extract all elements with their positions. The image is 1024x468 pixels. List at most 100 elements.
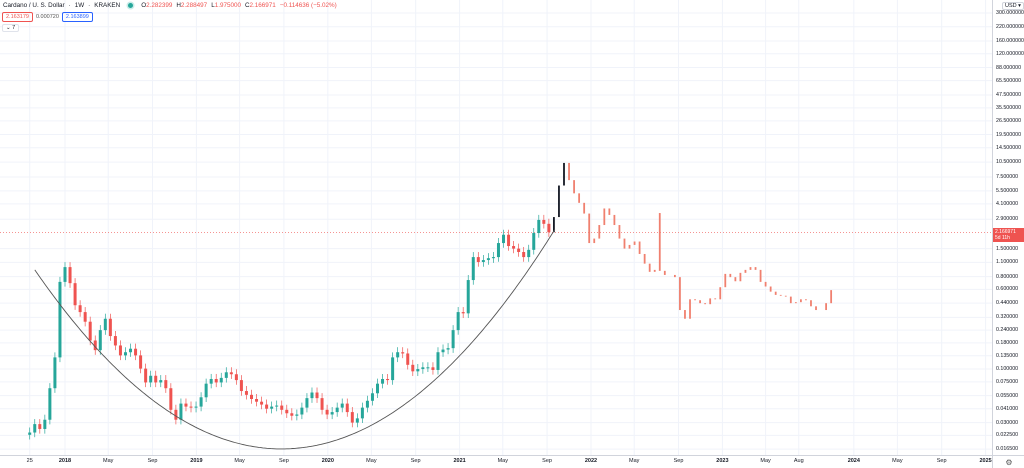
candle-body (103, 318, 107, 331)
candle-body (360, 407, 364, 419)
price-tick-label: 1.500000 (996, 245, 1019, 252)
price-axis[interactable]: 300.000000 220.000000 160.000000 120.000000… (992, 0, 1024, 455)
candle-body (164, 380, 168, 389)
candle-body (381, 378, 385, 384)
candle-body (456, 312, 460, 331)
candle-body (184, 403, 188, 407)
sell-button[interactable]: 2.163179 (2, 12, 33, 22)
candle-body (376, 383, 380, 394)
candle-body (199, 397, 203, 407)
candle-body (108, 318, 112, 337)
candle-body (83, 312, 87, 322)
price-tick-label: 4.100000 (996, 200, 1019, 207)
candle-body (234, 374, 238, 381)
candle-body (144, 368, 148, 383)
candle-body (129, 348, 133, 353)
candle-body (300, 407, 304, 415)
candle-body (542, 219, 546, 224)
candle-body (28, 432, 32, 435)
price-tick-label: 35.500000 (996, 104, 1022, 111)
candle-body (239, 380, 243, 392)
candle-body (466, 280, 470, 314)
candle-body (451, 330, 455, 349)
price-change: −0.114636 (−5.02%) (279, 2, 337, 9)
candle-body (350, 412, 354, 423)
candle-body (471, 257, 475, 281)
candle-body (502, 234, 506, 244)
chart-plot-area[interactable] (0, 0, 992, 455)
gear-icon: ⚙ (1005, 457, 1013, 467)
time-tick-label: 2022 (584, 458, 598, 464)
time-tick-label: May (892, 458, 903, 464)
separator: · (68, 2, 71, 9)
time-tick-label: 2025 (979, 458, 992, 464)
candle-body (113, 336, 117, 346)
bid-ask-quotes: 2.163179 0.000720 2.163899 (2, 12, 93, 22)
candle-body (229, 372, 233, 375)
candle-body (507, 234, 511, 247)
candle-body (194, 406, 198, 408)
price-tick-label: 0.320000 (996, 314, 1019, 321)
price-tick-label: 0.016500 (996, 446, 1019, 453)
arc-drawing (34, 229, 556, 450)
time-tick-label: Sep (936, 458, 947, 464)
time-tick-label: 2019 (190, 458, 203, 464)
price-tick-label: 47.500000 (996, 91, 1022, 98)
price-chart[interactable] (0, 0, 992, 455)
candle-body (73, 283, 77, 306)
candle-body (43, 419, 47, 429)
time-tick-label: May (629, 458, 640, 464)
ohlc-close: C2.166971 (244, 2, 276, 9)
last-price-value: 2.166971 (995, 229, 1016, 236)
candle-body (496, 243, 500, 258)
time-tick-label: Aug (793, 458, 804, 464)
time-tick-label: May (366, 458, 377, 464)
candle-body (315, 392, 319, 399)
price-tick-label: 26.500000 (996, 117, 1022, 124)
chart-settings-button[interactable]: ⚙ (992, 455, 1024, 468)
candle-body (224, 372, 228, 378)
candle-body (118, 345, 122, 356)
price-tick-label: 88.000000 (996, 64, 1022, 71)
price-tick-label: 19.500000 (996, 131, 1022, 138)
candle-body (88, 321, 92, 341)
candle-body (391, 357, 395, 381)
candle-body (527, 249, 531, 258)
price-tick-label: 300.000000 (996, 10, 1024, 16)
candle-body (532, 233, 536, 250)
time-tick-label: May (234, 458, 245, 464)
time-tick-label: Sep (410, 458, 421, 464)
candle-body (411, 364, 415, 372)
time-tick-label: Sep (673, 458, 684, 464)
candle-body (481, 260, 485, 263)
candle-body (325, 409, 329, 415)
time-axis[interactable]: 25 2018 May Sep 2019 May Sep 2020 May Sep 2021 May S… (0, 455, 992, 468)
candle-body (491, 257, 495, 259)
candle-body (421, 367, 425, 370)
candle-body (401, 352, 405, 354)
candle-body (446, 348, 450, 350)
candle-body (98, 330, 102, 351)
price-tick-label: 1.100000 (996, 259, 1019, 266)
candle-body (416, 369, 420, 372)
interval[interactable]: 1W (74, 2, 85, 9)
candle-body (275, 405, 279, 407)
candle-body (386, 378, 390, 381)
price-tick-label: 14.500000 (996, 144, 1022, 151)
candle-body (522, 252, 526, 258)
indicators-toggle-button[interactable]: ⌄ 7 (2, 24, 20, 32)
price-tick-label: 2.900000 (996, 216, 1019, 223)
candle-body (204, 383, 208, 398)
price-tick-label: 160.000000 (996, 37, 1024, 44)
candle-body (179, 403, 183, 420)
buy-button[interactable]: 2.163899 (61, 12, 93, 22)
candle-body (310, 392, 314, 399)
time-tick-label: 2021 (453, 458, 466, 464)
candle-body (38, 424, 42, 429)
candle-body (431, 367, 435, 370)
indicator-count: 7 (12, 25, 16, 31)
currency-selector[interactable]: USD ▾ (1002, 2, 1024, 10)
candle-body (320, 398, 324, 410)
symbol-name[interactable]: Cardano / U. S. Dollar (3, 2, 65, 9)
candle-body (305, 398, 309, 408)
